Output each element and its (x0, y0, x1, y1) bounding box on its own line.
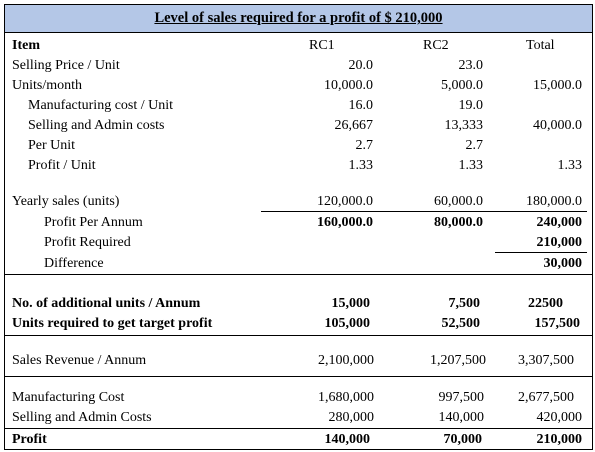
profit-unit-rc1: 1.33 (348, 158, 374, 173)
profit-rule (5, 428, 592, 429)
mfg-cost-rc1: 1,680,000 (318, 390, 374, 405)
units-month-label: Units/month (12, 78, 83, 93)
table-title: Level of sales required for a profit of … (154, 10, 443, 26)
mfg-cost-unit-rc2: 19.0 (458, 98, 484, 113)
header-rc1: RC1 (309, 38, 335, 53)
selling-price-label: Selling Price / Unit (12, 58, 120, 73)
per-unit-rc2: 2.7 (465, 138, 484, 153)
additional-units-total: 22500 (528, 296, 563, 311)
units-target-rc2: 52,500 (441, 316, 481, 331)
profit-required-label: Profit Required (44, 235, 131, 250)
units-target-label: Units required to get target profit (12, 316, 213, 331)
sales-revenue-total: 3,307,500 (518, 353, 574, 368)
units-target-total: 157,500 (534, 316, 581, 331)
mfg-cost-total: 2,677,500 (518, 390, 574, 405)
yearly-sales-rc2: 60,000.0 (434, 194, 483, 209)
mfg-cost-label: Manufacturing Cost (12, 390, 125, 405)
profit-unit-total: 1.33 (557, 158, 583, 173)
profit-annum-label: Profit Per Annum (44, 215, 143, 230)
profit-unit-rc2: 1.33 (458, 158, 484, 173)
profit-annum-rc1: 160,000.0 (317, 215, 373, 230)
profit-table: Level of sales required for a profit of … (4, 4, 593, 450)
sales-revenue-label: Sales Revenue / Annum (12, 353, 147, 368)
additional-units-rc1: 15,000 (331, 296, 371, 311)
sell-admin-costs-label: Selling and Admin Costs (12, 410, 152, 425)
per-unit-label: Per Unit (28, 138, 76, 153)
mfg-cost-unit-label: Manufacturing cost / Unit (28, 98, 174, 113)
profit-annum-rc2: 80,000.0 (434, 215, 483, 230)
selling-price-rc2: 23.0 (458, 58, 484, 73)
yearly-sales-label: Yearly sales (units) (12, 194, 120, 209)
sales-revenue-rc2: 1,207,500 (430, 353, 486, 368)
difference-total: 30,000 (543, 256, 583, 271)
units-month-total: 15,000.0 (533, 78, 582, 93)
profit-annum-total: 240,000 (536, 215, 583, 230)
header-total: Total (526, 38, 555, 53)
profit-label: Profit (12, 432, 47, 447)
selling-admin-total: 40,000.0 (533, 118, 582, 133)
profit-unit-label: Profit / Unit (28, 158, 96, 173)
profit-required-total: 210,000 (536, 235, 583, 250)
per-unit-rc1: 2.7 (355, 138, 374, 153)
header-item: Item (12, 38, 40, 53)
selling-admin-label: Selling and Admin costs (28, 118, 165, 133)
table-title-bar: Level of sales required for a profit of … (5, 5, 592, 33)
sum-rule (261, 211, 587, 212)
selling-price-rc1: 20.0 (348, 58, 374, 73)
sell-admin-costs-rc2: 140,000 (438, 410, 485, 425)
mfg-cost-rc2: 997,500 (438, 390, 485, 405)
yearly-sales-total: 180,000.0 (526, 194, 582, 209)
additional-units-rc2: 7,500 (448, 296, 481, 311)
selling-admin-rc1: 26,667 (334, 118, 374, 133)
difference-rule (495, 252, 587, 253)
difference-label: Difference (44, 256, 104, 271)
section-divider (5, 274, 592, 275)
section-divider-3 (5, 376, 592, 377)
units-target-rc1: 105,000 (324, 316, 371, 331)
section-divider-2 (5, 335, 592, 336)
profit-total: 210,000 (536, 432, 583, 447)
header-rc2: RC2 (423, 38, 449, 53)
profit-rc1: 140,000 (324, 432, 371, 447)
selling-admin-rc2: 13,333 (444, 118, 484, 133)
yearly-sales-rc1: 120,000.0 (317, 194, 373, 209)
profit-rc2: 70,000 (443, 432, 483, 447)
additional-units-label: No. of additional units / Annum (12, 296, 201, 311)
units-month-rc2: 5,000.0 (441, 78, 483, 93)
units-month-rc1: 10,000.0 (324, 78, 373, 93)
sell-admin-costs-total: 420,000 (536, 410, 583, 425)
sales-revenue-rc1: 2,100,000 (318, 353, 374, 368)
sell-admin-costs-rc1: 280,000 (328, 410, 375, 425)
mfg-cost-unit-rc1: 16.0 (348, 98, 374, 113)
